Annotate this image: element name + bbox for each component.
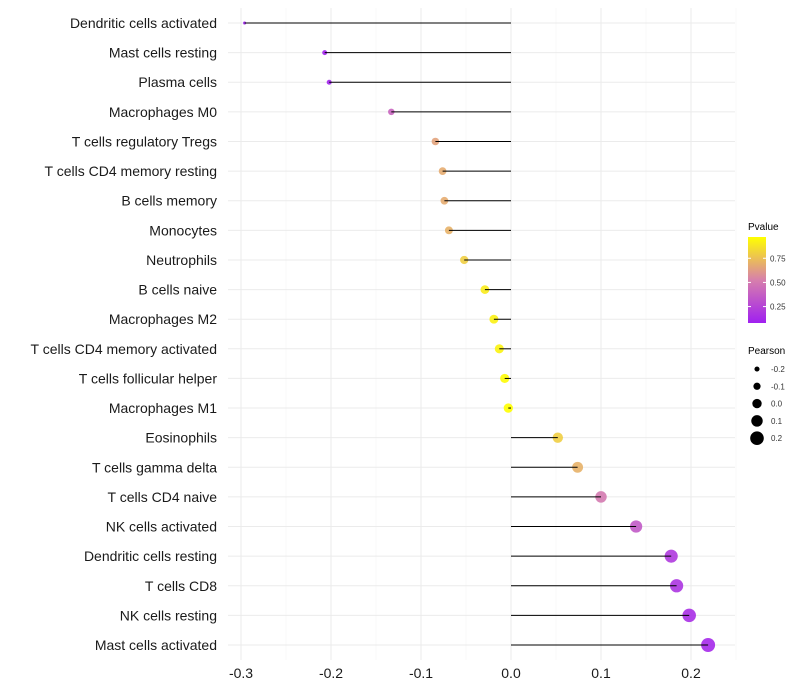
x-tick-label: -0.3 bbox=[229, 665, 253, 681]
size-legend-label: 0.0 bbox=[771, 400, 783, 409]
category-label: B cells memory bbox=[121, 193, 217, 209]
size-legend-title: Pearson bbox=[748, 346, 785, 357]
x-tick-label: 0.2 bbox=[681, 665, 701, 681]
size-legend-label: 0.1 bbox=[771, 417, 783, 426]
category-label: Plasma cells bbox=[138, 74, 217, 90]
x-tick-label: 0.0 bbox=[501, 665, 521, 681]
category-label: Dendritic cells resting bbox=[84, 548, 217, 564]
category-label: Neutrophils bbox=[146, 252, 217, 268]
size-legend-label: 0.2 bbox=[771, 434, 783, 443]
category-label: Eosinophils bbox=[145, 430, 217, 446]
category-label: Mast cells resting bbox=[109, 45, 217, 61]
category-label: B cells naive bbox=[138, 282, 217, 298]
size-legend-label: -0.1 bbox=[771, 382, 785, 391]
category-label: T cells CD4 memory resting bbox=[45, 163, 217, 179]
category-label: T cells CD4 naive bbox=[108, 489, 218, 505]
size-legend-dot bbox=[752, 398, 762, 409]
category-label: NK cells resting bbox=[120, 607, 217, 623]
size-legend-dot bbox=[753, 382, 761, 390]
category-label: Mast cells activated bbox=[95, 637, 217, 653]
x-tick-label: 0.1 bbox=[591, 665, 611, 681]
category-label: Macrophages M2 bbox=[109, 311, 217, 327]
color-legend-title: Pvalue bbox=[748, 222, 779, 233]
category-label: Dendritic cells activated bbox=[70, 15, 217, 31]
category-label: NK cells activated bbox=[106, 519, 217, 535]
color-legend-label: 0.50 bbox=[770, 278, 786, 287]
color-legend-label: 0.75 bbox=[770, 254, 786, 263]
category-label: T cells CD8 bbox=[145, 578, 217, 594]
size-legend-dot bbox=[750, 431, 764, 445]
category-label: Macrophages M1 bbox=[109, 400, 217, 416]
size-legend-dot bbox=[751, 415, 763, 427]
size-legend-label: -0.2 bbox=[771, 365, 785, 374]
category-label: T cells CD4 memory activated bbox=[31, 341, 217, 357]
size-legend-dot bbox=[754, 366, 760, 372]
x-tick-label: -0.1 bbox=[409, 665, 433, 681]
category-label: Monocytes bbox=[149, 222, 217, 238]
color-legend-bar bbox=[748, 237, 766, 323]
category-label: T cells gamma delta bbox=[92, 459, 217, 475]
category-label: Macrophages M0 bbox=[109, 104, 217, 120]
category-label: T cells regulatory Tregs bbox=[72, 133, 217, 149]
category-label: T cells follicular helper bbox=[79, 370, 218, 386]
color-legend-label: 0.25 bbox=[770, 303, 786, 312]
x-tick-label: -0.2 bbox=[319, 665, 343, 681]
